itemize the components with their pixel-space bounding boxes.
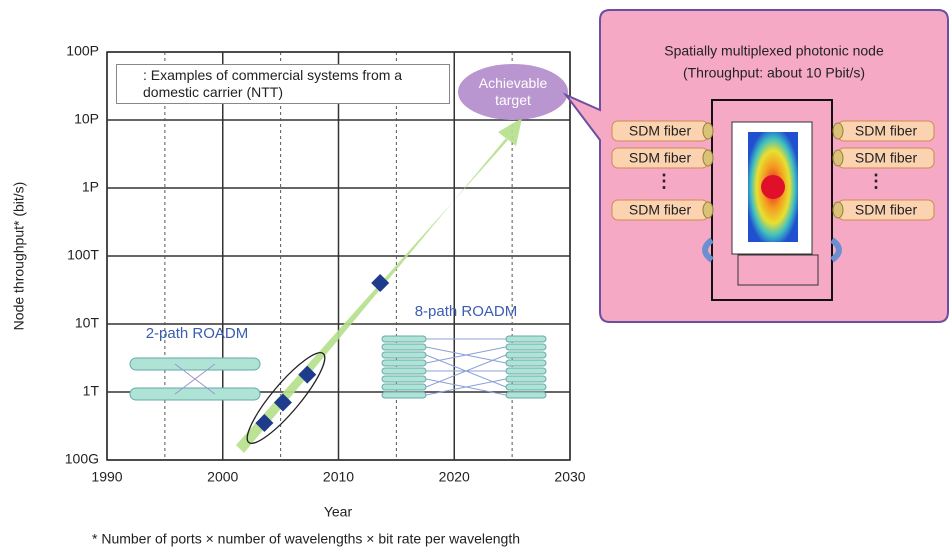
fiber-port bbox=[382, 352, 426, 358]
fiber-port bbox=[506, 344, 546, 350]
roadm8-diagram bbox=[382, 336, 546, 398]
connector bbox=[703, 150, 713, 166]
y-tick-label: 1P bbox=[82, 179, 99, 195]
fiber-port bbox=[382, 384, 426, 390]
fiber-label: SDM fiber bbox=[855, 202, 918, 218]
y-tick-label: 100T bbox=[67, 247, 99, 263]
y-axis-label: Node throughput* (bit/s) bbox=[11, 182, 27, 331]
callout-subtitle: (Throughput: about 10 Pbit/s) bbox=[683, 65, 865, 81]
fiber-label: SDM fiber bbox=[629, 123, 692, 139]
page: Achievabletarget 2-path ROADM 8-path ROA… bbox=[0, 0, 952, 553]
connector bbox=[703, 202, 713, 218]
fiber-port bbox=[506, 384, 546, 390]
connector bbox=[833, 202, 843, 218]
roadm2-diagram bbox=[130, 358, 260, 400]
x-tick-label: 2000 bbox=[207, 469, 238, 485]
roadm2-label: 2-path ROADM bbox=[146, 325, 249, 342]
fiber-port bbox=[382, 392, 426, 398]
x-tick-label: 2020 bbox=[439, 469, 470, 485]
fiber-label: SDM fiber bbox=[855, 150, 918, 166]
footnote: * Number of ports × number of wavelength… bbox=[92, 531, 520, 547]
fiber-port bbox=[382, 376, 426, 382]
fiber-label: SDM fiber bbox=[855, 123, 918, 139]
fiber-port bbox=[506, 336, 546, 342]
connector bbox=[833, 123, 843, 139]
fiber-label: SDM fiber bbox=[629, 150, 692, 166]
fiber-port bbox=[506, 376, 546, 382]
connector bbox=[833, 150, 843, 166]
fiber-label: SDM fiber bbox=[629, 202, 692, 218]
fiber-port bbox=[382, 336, 426, 342]
legend: : Examples of commercial systems from a … bbox=[116, 64, 450, 104]
fiber-port bbox=[382, 360, 426, 366]
ellipsis: ⋮ bbox=[867, 171, 885, 191]
fiber-port bbox=[506, 352, 546, 358]
x-tick-label: 2030 bbox=[554, 469, 585, 485]
legend-label: : Examples of commercial systems from a … bbox=[143, 67, 402, 100]
fiber-port bbox=[506, 392, 546, 398]
fiber-port bbox=[506, 368, 546, 374]
y-tick-label: 1T bbox=[83, 383, 100, 399]
y-tick-label: 10P bbox=[74, 111, 99, 127]
y-tick-label: 100G bbox=[65, 451, 99, 467]
x-axis-label: Year bbox=[324, 504, 353, 520]
ellipsis: ⋮ bbox=[655, 171, 673, 191]
roadm8-label: 8-path ROADM bbox=[415, 303, 518, 320]
y-tick-label: 100P bbox=[66, 43, 99, 59]
fiber-port bbox=[382, 368, 426, 374]
y-tick-label: 10T bbox=[75, 315, 100, 331]
fiber-port bbox=[506, 360, 546, 366]
fiber-port bbox=[382, 344, 426, 350]
x-tick-label: 2010 bbox=[323, 469, 354, 485]
connector bbox=[703, 123, 713, 139]
callout-title: Spatially multiplexed photonic node bbox=[664, 43, 884, 59]
x-tick-label: 1990 bbox=[91, 469, 122, 485]
